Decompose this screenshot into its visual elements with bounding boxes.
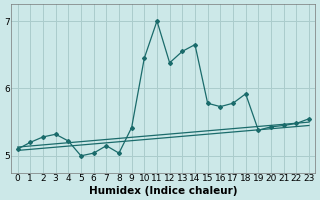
X-axis label: Humidex (Indice chaleur): Humidex (Indice chaleur) xyxy=(89,186,237,196)
